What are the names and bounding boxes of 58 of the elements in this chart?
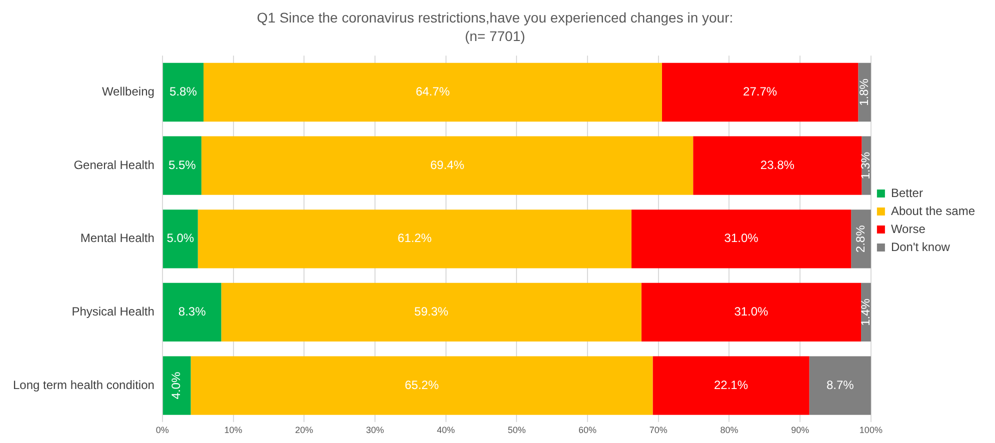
y-tick-label: Physical Health — [72, 304, 154, 319]
bar — [201, 136, 694, 195]
data-label: 59.3% — [414, 304, 449, 319]
data-label: 65.2% — [404, 378, 440, 392]
bar — [190, 356, 653, 415]
y-tick-label: Mental Health — [80, 231, 154, 246]
y-tick-label: Long term health condition — [12, 378, 154, 392]
y-tick-label: Wellbeing — [102, 84, 154, 99]
data-label: 1.3% — [858, 152, 873, 180]
bar — [641, 282, 862, 342]
x-tick-label: 80% — [720, 425, 738, 436]
bar — [198, 210, 632, 268]
data-label: 61.2% — [398, 231, 432, 246]
x-tick-label: 40% — [436, 425, 455, 436]
data-label: 8.3% — [178, 304, 206, 319]
data-label: 5.0% — [166, 231, 194, 246]
data-label: 23.8% — [760, 158, 795, 172]
legend-label: Worse — [890, 222, 926, 236]
data-label: 22.1% — [714, 378, 748, 392]
x-tick-label: 30% — [366, 425, 384, 436]
x-tick-label: 70% — [649, 425, 668, 436]
x-tick-label: 0% — [156, 425, 169, 436]
data-label: 69.4% — [430, 158, 465, 172]
x-tick-label: 60% — [578, 425, 597, 436]
data-label: 8.7% — [826, 378, 854, 392]
data-label: 1.8% — [856, 78, 871, 106]
chart-subtitle: (n= 7701) — [464, 28, 526, 44]
x-tick-label: 20% — [295, 425, 314, 436]
bar — [162, 210, 198, 268]
bar — [162, 136, 202, 195]
bar — [204, 62, 662, 122]
data-label: 27.7% — [743, 84, 778, 99]
legend-label: Better — [890, 186, 923, 200]
data-label: 31.0% — [734, 304, 769, 319]
bar — [809, 356, 871, 415]
bar — [162, 62, 204, 122]
data-label: 1.4% — [858, 298, 872, 326]
data-label: 5.8% — [170, 84, 198, 99]
data-label: 31.0% — [724, 231, 759, 246]
x-tick-label: 90% — [791, 425, 810, 436]
data-label: 2.8% — [853, 224, 868, 253]
chart-title: Q1 Since the coronavirus restrictions,have you experienced changes in your: — [256, 9, 734, 26]
bar — [162, 282, 222, 342]
bar — [221, 282, 642, 342]
bar — [652, 356, 810, 415]
bar — [693, 136, 862, 195]
bar — [662, 62, 858, 122]
legend-label: Don't know — [890, 240, 950, 254]
data-label: 4.0% — [169, 372, 184, 400]
bar — [162, 356, 191, 415]
data-label: 64.7% — [416, 84, 450, 99]
x-tick-label: 100% — [859, 425, 882, 436]
data-label: 5.5% — [168, 158, 196, 172]
y-tick-label: General Health — [74, 158, 154, 172]
x-tick-label: 50% — [508, 425, 526, 436]
legend-label: About the same — [890, 204, 976, 218]
x-tick-label: 10% — [224, 425, 242, 436]
bar — [631, 210, 852, 268]
